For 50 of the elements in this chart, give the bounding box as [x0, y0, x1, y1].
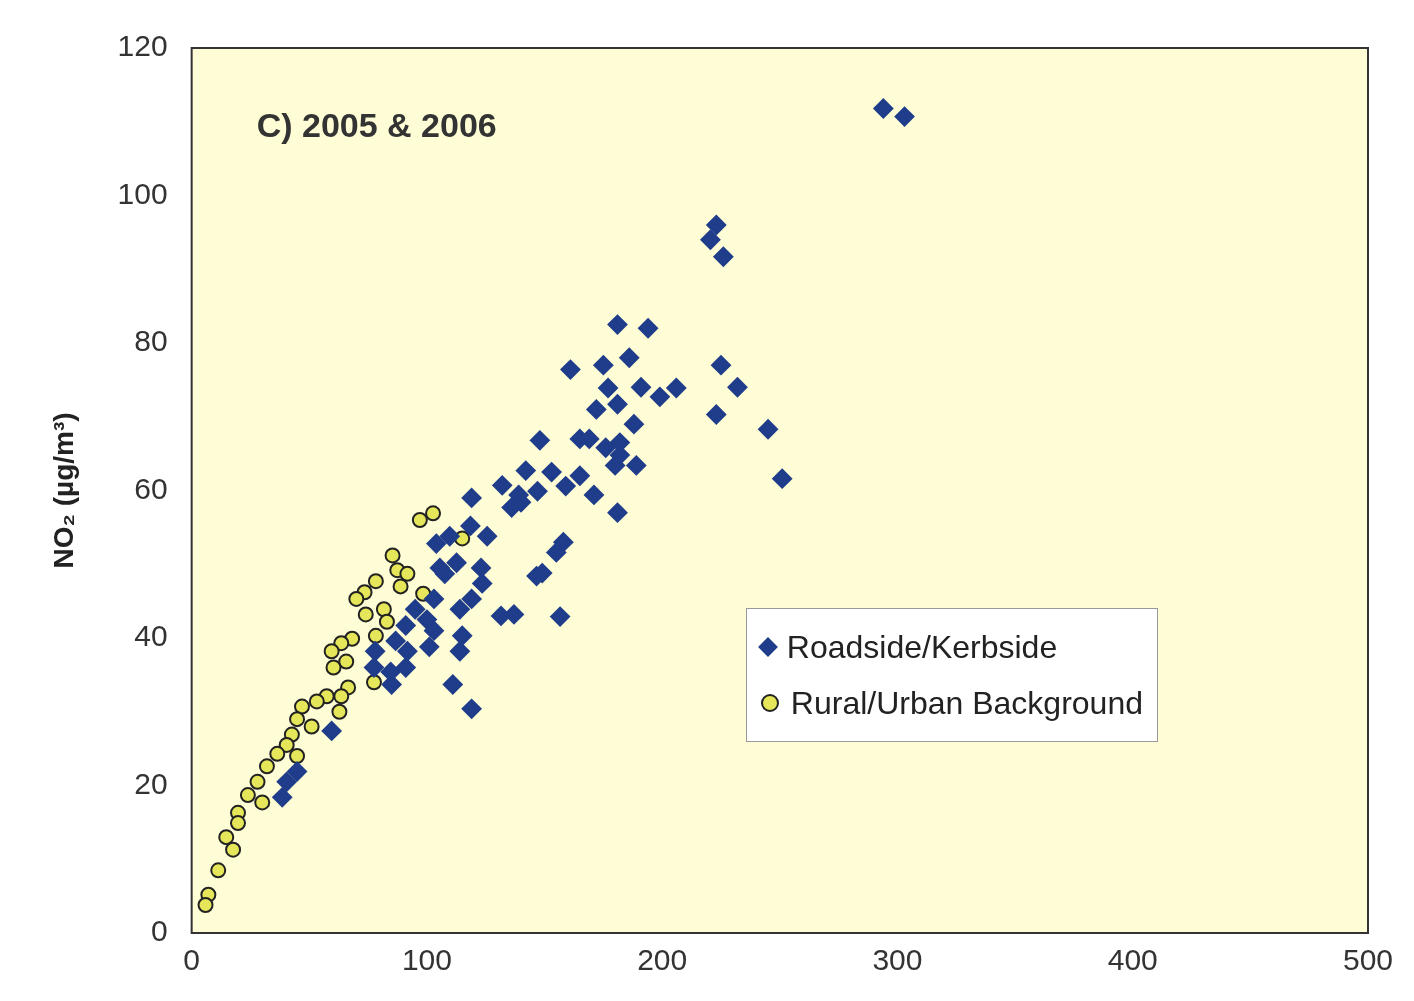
x-tick-label: 200 — [637, 943, 688, 977]
legend-label: Roadside/Kerbside — [786, 628, 1058, 667]
point — [239, 787, 256, 804]
point — [225, 841, 242, 858]
point — [278, 736, 295, 753]
point — [249, 773, 266, 790]
text: C) 2005 & 2006 — [256, 106, 497, 145]
point — [357, 606, 374, 623]
x-tick-label: 300 — [872, 943, 923, 977]
point — [308, 693, 325, 710]
x-tick-label: 100 — [401, 943, 452, 977]
point — [375, 601, 392, 618]
y-tick-label: 0 — [150, 914, 168, 948]
legend-label: Rural/Urban Background — [790, 684, 1143, 723]
x-tick-label: 400 — [1107, 943, 1158, 977]
point — [378, 613, 395, 630]
point — [269, 745, 286, 762]
point — [331, 703, 348, 720]
point — [338, 653, 355, 670]
y-tick-label: 120 — [117, 29, 168, 63]
point — [289, 711, 306, 728]
point — [348, 590, 365, 607]
point — [303, 718, 320, 735]
point — [365, 674, 382, 691]
point — [289, 748, 306, 764]
x-tick-label: 500 — [1342, 943, 1394, 977]
point — [367, 627, 384, 644]
y-tick-label: 60 — [134, 471, 168, 505]
x-tick-label: 0 — [183, 943, 200, 977]
y-tick-label: 80 — [134, 324, 168, 358]
y-tick-label: 40 — [134, 619, 168, 653]
point — [399, 565, 416, 582]
y-tick-label: 20 — [134, 766, 168, 800]
point — [254, 794, 271, 811]
y-tick-label: 100 — [117, 176, 168, 210]
y-axis-title: NO₂ (µg/m³) — [47, 412, 79, 569]
point — [197, 896, 214, 913]
point — [325, 659, 342, 676]
point — [230, 815, 246, 832]
point — [294, 698, 310, 715]
point — [411, 512, 428, 528]
point — [425, 505, 442, 522]
point — [210, 862, 227, 879]
point — [367, 573, 384, 590]
point — [333, 688, 350, 705]
point — [258, 758, 275, 775]
point — [392, 578, 409, 595]
point — [384, 547, 401, 564]
point — [323, 643, 340, 660]
point — [218, 829, 235, 846]
